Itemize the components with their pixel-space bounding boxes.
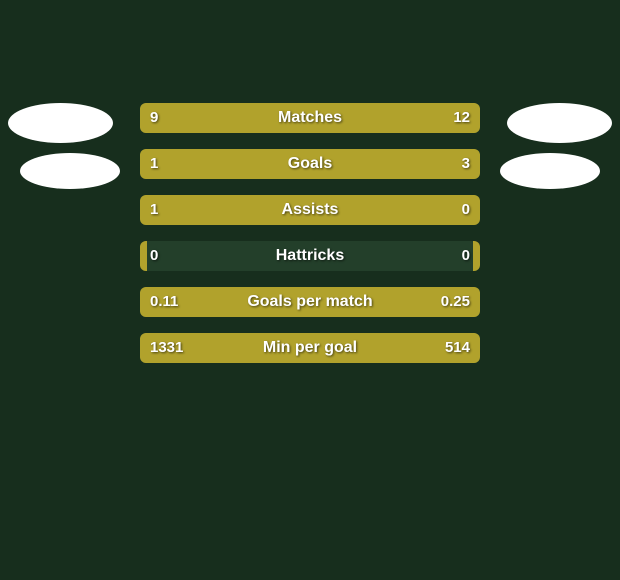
comparison-chart: 9 Matches 12 1 Goals 3 1 Assists 0 0 Hat… — [0, 103, 620, 383]
bar-row: 0 Hattricks 0 — [140, 241, 480, 271]
bar-right-value: 0 — [462, 195, 470, 225]
bar-right-value: 0 — [462, 241, 470, 271]
bar-label: Matches — [140, 103, 480, 133]
bar-row: 1 Assists 0 — [140, 195, 480, 225]
bar-row: 0.11 Goals per match 0.25 — [140, 287, 480, 317]
avatar-right-1 — [507, 103, 612, 143]
bar-label: Goals — [140, 149, 480, 179]
bar-label: Goals per match — [140, 287, 480, 317]
bar-row: 1331 Min per goal 514 — [140, 333, 480, 363]
avatar-left-1 — [8, 103, 113, 143]
bar-right-value: 12 — [453, 103, 470, 133]
bar-container: 9 Matches 12 1 Goals 3 1 Assists 0 0 Hat… — [140, 103, 480, 379]
bar-right-value: 514 — [445, 333, 470, 363]
avatar-left-2 — [20, 153, 120, 189]
avatar-right-2 — [500, 153, 600, 189]
bar-right-value: 3 — [462, 149, 470, 179]
bar-label: Min per goal — [140, 333, 480, 363]
bar-right-value: 0.25 — [441, 287, 470, 317]
bar-row: 1 Goals 3 — [140, 149, 480, 179]
bar-label: Assists — [140, 195, 480, 225]
bar-row: 9 Matches 12 — [140, 103, 480, 133]
bar-label: Hattricks — [140, 241, 480, 271]
